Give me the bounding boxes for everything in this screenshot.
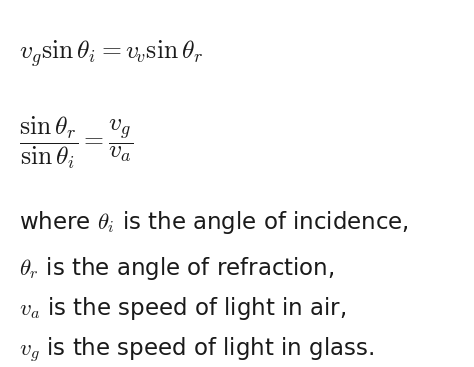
Text: $\dfrac{\sin\theta_r}{\sin\theta_i} = \dfrac{v_g}{v_a}$: $\dfrac{\sin\theta_r}{\sin\theta_i} = \d… (19, 114, 134, 171)
Text: $v_g$ is the speed of light in glass.: $v_g$ is the speed of light in glass. (19, 336, 374, 365)
Text: $v_g \sin\theta_i = v_{\!v} \sin\theta_r$: $v_g \sin\theta_i = v_{\!v} \sin\theta_r… (19, 39, 203, 69)
Text: where $\theta_i$ is the angle of incidence,: where $\theta_i$ is the angle of inciden… (19, 209, 409, 236)
Text: $v_a$ is the speed of light in air,: $v_a$ is the speed of light in air, (19, 295, 346, 323)
Text: $\theta_r$ is the angle of refraction,: $\theta_r$ is the angle of refraction, (19, 255, 335, 282)
